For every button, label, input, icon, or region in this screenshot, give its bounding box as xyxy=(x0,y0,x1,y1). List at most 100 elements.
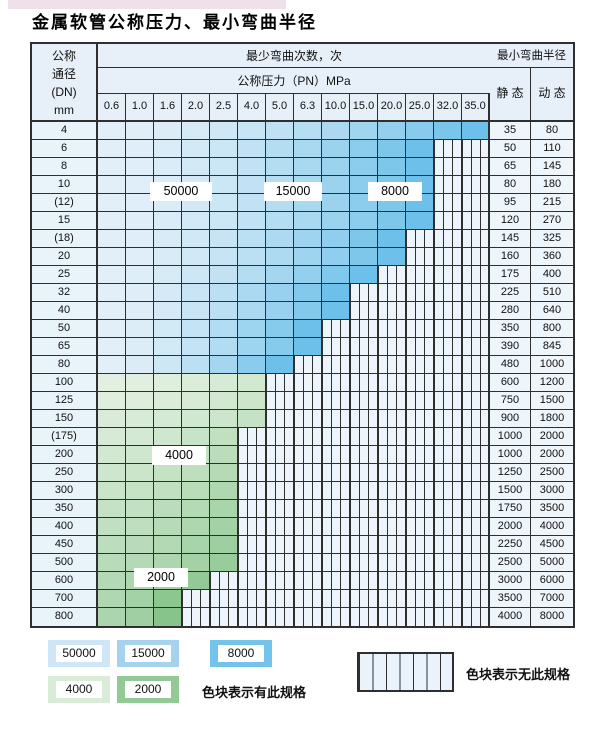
spec-unavailable-cell xyxy=(322,482,350,500)
spec-unavailable-cell xyxy=(434,446,462,464)
pressure-header-group: 最少弯曲次数，次 公称压力（PN）MPa 0.6 1.0 1.6 2.0 2.5 4.0 5… xyxy=(98,44,490,120)
static-radius-value: 280 xyxy=(490,302,531,320)
spec-unavailable-cell xyxy=(406,248,434,266)
spec-available-cell xyxy=(210,482,238,500)
spec-available-cell xyxy=(210,518,238,536)
dynamic-radius-value: 80 xyxy=(531,122,573,140)
spec-unavailable-cell xyxy=(294,374,322,392)
spec-available-cell xyxy=(154,122,182,140)
spec-unavailable-cell xyxy=(378,518,406,536)
spec-unavailable-cell xyxy=(378,446,406,464)
spec-unavailable-cell xyxy=(294,482,322,500)
spec-available-cell xyxy=(294,230,322,248)
spec-available-cell xyxy=(182,338,210,356)
spec-unavailable-cell xyxy=(434,554,462,572)
spec-available-cell xyxy=(294,284,322,302)
spec-unavailable-cell xyxy=(406,518,434,536)
spec-unavailable-cell xyxy=(294,590,322,608)
spec-available-cell xyxy=(98,554,126,572)
pressure-columns-row: 0.6 1.0 1.6 2.0 2.5 4.0 5.0 6.3 10.0 15.0 20.0 25.0… xyxy=(98,94,490,120)
spec-unavailable-cell xyxy=(462,284,490,302)
dynamic-radius-value: 400 xyxy=(531,266,573,284)
table-row-dn-25: 25 175 400 xyxy=(32,266,573,284)
table-row-dn-8: 8 65 145 xyxy=(32,158,573,176)
spec-available-cell xyxy=(126,482,154,500)
spec-available-cell xyxy=(154,230,182,248)
dn-header-line: 公称 xyxy=(51,49,76,63)
spec-unavailable-cell xyxy=(378,356,406,374)
spec-available-cell xyxy=(378,212,406,230)
spec-available-cell xyxy=(126,410,154,428)
spec-available-cell xyxy=(154,320,182,338)
legend-swatch-label: 2000 xyxy=(125,681,171,698)
spec-available-cell xyxy=(126,374,154,392)
bend-times-label-2000: 2000 xyxy=(134,568,188,587)
table-row-dn-100: 100 600 1200 xyxy=(32,374,573,392)
spec-available-cell xyxy=(126,320,154,338)
spec-unavailable-cell xyxy=(434,230,462,248)
spec-unavailable-cell xyxy=(378,266,406,284)
static-radius-value: 1000 xyxy=(490,428,531,446)
spec-available-cell xyxy=(238,176,266,194)
spec-unavailable-cell xyxy=(238,554,266,572)
spec-unavailable-cell xyxy=(406,482,434,500)
spec-unavailable-cell xyxy=(462,536,490,554)
pressure-col-header: 0.6 xyxy=(98,94,126,120)
spec-available-cell xyxy=(98,536,126,554)
spec-available-cell xyxy=(322,284,350,302)
legend-swatch-label: 4000 xyxy=(56,681,102,698)
spec-available-cell xyxy=(322,140,350,158)
spec-available-cell xyxy=(266,140,294,158)
spec-available-cell xyxy=(154,464,182,482)
spec-available-cell xyxy=(238,194,266,212)
spec-unavailable-cell xyxy=(350,428,378,446)
spec-unavailable-cell xyxy=(434,536,462,554)
spec-unavailable-cell xyxy=(434,140,462,158)
spec-unavailable-cell xyxy=(406,338,434,356)
spec-available-cell xyxy=(350,122,378,140)
dynamic-header: 动 态 xyxy=(538,86,566,100)
spec-available-cell xyxy=(126,140,154,158)
spec-available-cell xyxy=(182,428,210,446)
spec-unavailable-cell xyxy=(350,410,378,428)
spec-available-cell xyxy=(98,482,126,500)
spec-available-cell xyxy=(266,338,294,356)
spec-available-cell xyxy=(126,194,154,212)
dynamic-radius-value: 2000 xyxy=(531,428,573,446)
spec-available-cell xyxy=(266,248,294,266)
dynamic-radius-value: 1500 xyxy=(531,392,573,410)
legend-swatch-50000: 50000 xyxy=(48,640,110,667)
spec-available-cell xyxy=(294,122,322,140)
radius-header-group: 最小弯曲半径 静 态 动 态 xyxy=(490,44,573,120)
dynamic-radius-value: 360 xyxy=(531,248,573,266)
spec-unavailable-cell xyxy=(434,374,462,392)
spec-available-cell xyxy=(378,248,406,266)
spec-available-cell xyxy=(210,248,238,266)
spec-available-cell xyxy=(406,140,434,158)
spec-unavailable-cell xyxy=(462,194,490,212)
spec-unavailable-cell xyxy=(210,608,238,626)
spec-unavailable-cell xyxy=(266,500,294,518)
spec-available-cell xyxy=(322,248,350,266)
dn-value: (12) xyxy=(32,194,98,212)
spec-available-cell xyxy=(182,302,210,320)
spec-available-cell xyxy=(98,608,126,626)
dn-value: 50 xyxy=(32,320,98,338)
dn-value: 4 xyxy=(32,122,98,140)
spec-unavailable-cell xyxy=(322,320,350,338)
table-row-dn-32: 32 225 510 xyxy=(32,284,573,302)
dn-value: 250 xyxy=(32,464,98,482)
spec-unavailable-cell xyxy=(182,608,210,626)
dn-value: (18) xyxy=(32,230,98,248)
spec-unavailable-cell xyxy=(462,464,490,482)
spec-unavailable-cell xyxy=(378,428,406,446)
spec-available-cell xyxy=(182,500,210,518)
dn-value: 400 xyxy=(32,518,98,536)
spec-available-cell xyxy=(154,590,182,608)
spec-available-cell xyxy=(322,302,350,320)
spec-unavailable-cell xyxy=(462,554,490,572)
spec-available-cell xyxy=(322,212,350,230)
spec-unavailable-cell xyxy=(462,392,490,410)
spec-unavailable-cell xyxy=(294,410,322,428)
spec-available-cell xyxy=(182,536,210,554)
